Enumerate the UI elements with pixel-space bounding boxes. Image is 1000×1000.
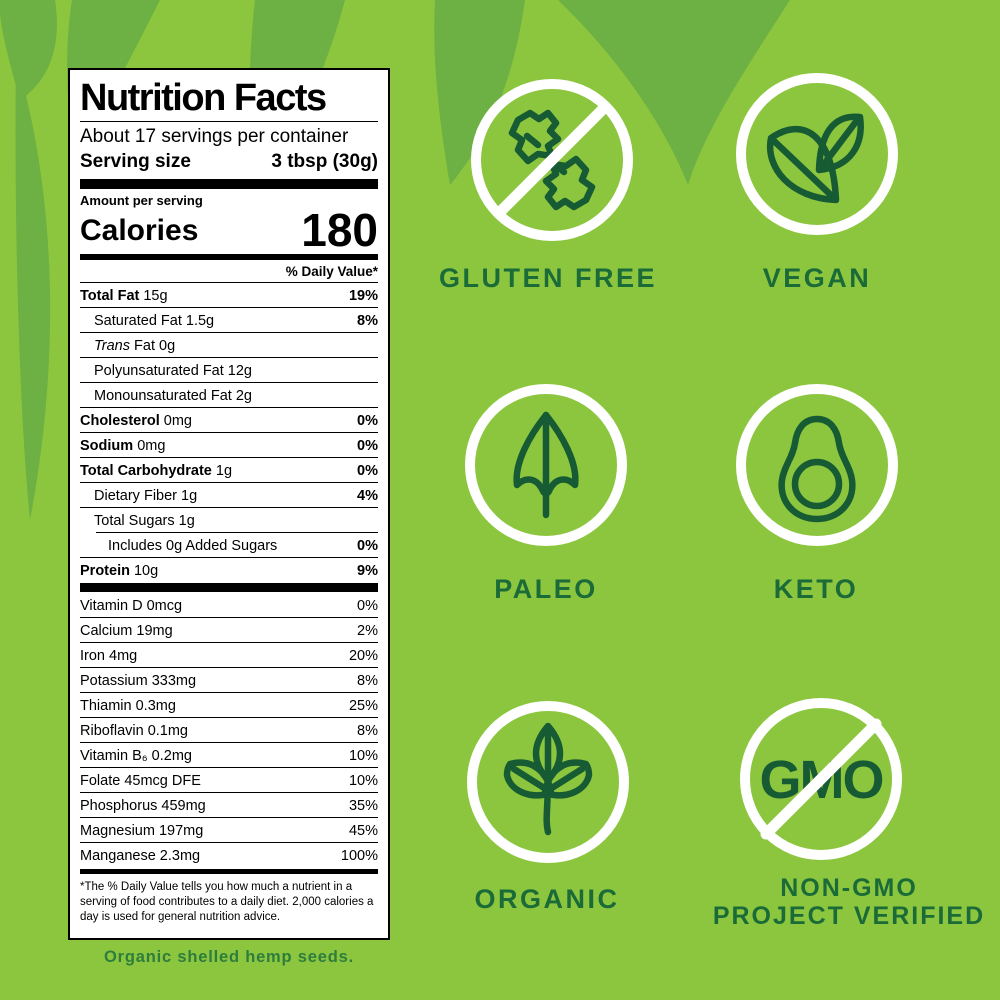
nutrient-name: Total Fat 15g — [80, 287, 168, 304]
nutrition-row: Monounsaturated Fat 2g — [80, 382, 378, 407]
nutrient-name: Monounsaturated Fat 2g — [94, 387, 252, 404]
divider-bar-medium — [80, 869, 378, 874]
nutrition-row: Protein 10g 9% — [80, 557, 378, 582]
nutrient-name: Cholesterol 0mg — [80, 412, 193, 429]
nutrient-daily-value: 10% — [348, 772, 378, 789]
nutrition-row: Thiamin 0.3mg 25% — [80, 692, 378, 717]
nutrition-row: Saturated Fat 1.5g 8% — [80, 307, 378, 332]
nutrient-daily-value: 8% — [357, 312, 378, 329]
serving-size-label: Serving size — [80, 151, 191, 172]
nutrition-row: Trans Fat 0g — [80, 332, 378, 357]
nutrient-name: Saturated Fat 1.5g — [94, 312, 215, 329]
ingredients-caption: Organic shelled hemp seeds. — [104, 948, 354, 966]
badge-label-non-gmo-line2: PROJECT VERIFIED — [712, 902, 986, 930]
nutrient-name: Magnesium 197mg — [80, 822, 204, 839]
nutrient-daily-value: 2% — [357, 622, 378, 639]
nutrition-row: Calcium 19mg 2% — [80, 617, 378, 642]
nutrition-row: Polyunsaturated Fat 12g — [80, 357, 378, 382]
nutrient-daily-value: 100% — [340, 847, 378, 864]
nutrient-name: Vitamin D 0mcg — [80, 597, 183, 614]
calories-value: 180 — [301, 204, 378, 256]
nutrition-row: Riboflavin 0.1mg 8% — [80, 717, 378, 742]
nutrition-row: Folate 45mcg DFE 10% — [80, 767, 378, 792]
leaves-icon — [736, 73, 898, 235]
nutrient-daily-value: 0% — [357, 437, 378, 454]
nutrient-rows: Total Fat 15g 19% Saturated Fat 1.5g 8% Tran… — [80, 282, 378, 582]
nutrient-name: Phosphorus 459mg — [80, 797, 206, 814]
nutrition-row: Potassium 333mg 8% — [80, 667, 378, 692]
nutrient-name: Total Carbohydrate 1g — [80, 462, 233, 479]
nutrient-daily-value: 35% — [348, 797, 378, 814]
nutrition-row: Total Carbohydrate 1g 0% — [80, 457, 378, 482]
nutrient-daily-value: 8% — [357, 722, 378, 739]
plant-icon — [467, 701, 629, 863]
nutrition-row: Manganese 2.3mg 100% — [80, 842, 378, 867]
nutrition-row: Phosphorus 459mg 35% — [80, 792, 378, 817]
divider-bar-medium — [80, 254, 378, 260]
nutrition-row: Vitamin B₆ 0.2mg 10% — [80, 742, 378, 767]
nutrient-name: Folate 45mcg DFE — [80, 772, 201, 789]
daily-value-footnote: *The % Daily Value tells you how much a … — [80, 881, 374, 923]
wheat-crossed-icon — [471, 79, 633, 241]
nutrition-facts-label: Nutrition Facts About 17 servings per co… — [68, 68, 390, 940]
badge-label-gluten-free: GLUTEN FREE — [438, 263, 657, 293]
badge-label-paleo: PALEO — [494, 574, 598, 604]
nutrition-row: Total Sugars 1g — [80, 507, 378, 532]
nutrition-row: Sodium 0mg 0% — [80, 432, 378, 457]
daily-value-header: % Daily Value* — [285, 264, 378, 279]
nutrient-daily-value: 0% — [357, 412, 378, 429]
amount-per-serving-label: Amount per serving — [80, 193, 203, 208]
nutrient-daily-value: 8% — [357, 672, 378, 689]
nutrient-daily-value: 20% — [348, 647, 378, 664]
nutrient-daily-value: 9% — [357, 562, 378, 579]
badge-label-vegan: VEGAN — [762, 263, 872, 293]
badge-label-organic: ORGANIC — [474, 884, 620, 914]
calories-row: Calories 180 — [80, 204, 378, 256]
badge-label-non-gmo: NON-GMO PROJECT VERIFIED — [694, 874, 1000, 930]
nutrient-daily-value: 45% — [348, 822, 378, 839]
nutrient-name: Trans Fat 0g — [94, 337, 176, 354]
nutrient-name: Riboflavin 0.1mg — [80, 722, 188, 739]
calories-label: Calories — [80, 214, 199, 247]
servings-per-container: About 17 servings per container — [80, 126, 349, 147]
nutrient-daily-value: 0% — [357, 597, 378, 614]
nutrition-row: Cholesterol 0mg 0% — [80, 407, 378, 432]
divider-bar-thick — [80, 179, 378, 189]
avocado-icon — [736, 384, 898, 546]
nutrition-row: Vitamin D 0mcg 0% — [80, 593, 378, 617]
vitamin-rows: Vitamin D 0mcg 0% Calcium 19mg 2% Iron 4mg 20… — [80, 593, 378, 867]
nutrient-name: Dietary Fiber 1g — [94, 487, 198, 504]
nutrient-name: Iron 4mg — [80, 647, 138, 664]
nutrient-name: Includes 0g Added Sugars — [108, 537, 278, 554]
nutrient-name: Potassium 333mg — [80, 672, 197, 689]
gmo-crossed-icon: GMO — [740, 698, 902, 860]
nutrient-name: Sodium 0mg — [80, 437, 166, 454]
nutrient-name: Polyunsaturated Fat 12g — [94, 362, 252, 379]
nutrient-daily-value: 10% — [348, 747, 378, 764]
nutrient-name: Vitamin B₆ 0.2mg — [80, 747, 192, 764]
nutrient-daily-value: 19% — [348, 287, 378, 304]
nutrient-daily-value: 0% — [357, 537, 378, 554]
nutrient-name: Calcium 19mg — [80, 622, 173, 639]
nutrition-row: Iron 4mg 20% — [80, 642, 378, 667]
nutrition-row: Magnesium 197mg 45% — [80, 817, 378, 842]
nutrient-name: Total Sugars 1g — [94, 512, 195, 529]
nutrient-daily-value: 25% — [348, 697, 378, 714]
nutrient-name: Protein 10g — [80, 562, 159, 579]
nutrition-facts-title: Nutrition Facts — [80, 77, 378, 122]
nutrition-row: Dietary Fiber 1g 4% — [80, 482, 378, 507]
nutrition-row: Includes 0g Added Sugars 0% — [96, 532, 378, 557]
nutrition-row: Total Fat 15g 19% — [80, 282, 378, 307]
nutrient-name: Thiamin 0.3mg — [80, 697, 176, 714]
nutrient-daily-value: 4% — [357, 487, 378, 504]
nutrient-name: Manganese 2.3mg — [80, 847, 201, 864]
badge-label-keto: KETO — [773, 574, 859, 604]
serving-size-value: 3 tbsp (30g) — [271, 151, 378, 172]
arrowhead-icon — [465, 384, 627, 546]
badge-label-non-gmo-line1: NON-GMO — [780, 874, 918, 902]
nutrient-daily-value: 0% — [357, 462, 378, 479]
divider-bar-thick — [80, 583, 378, 592]
serving-size-row: Serving size 3 tbsp (30g) — [80, 149, 378, 177]
